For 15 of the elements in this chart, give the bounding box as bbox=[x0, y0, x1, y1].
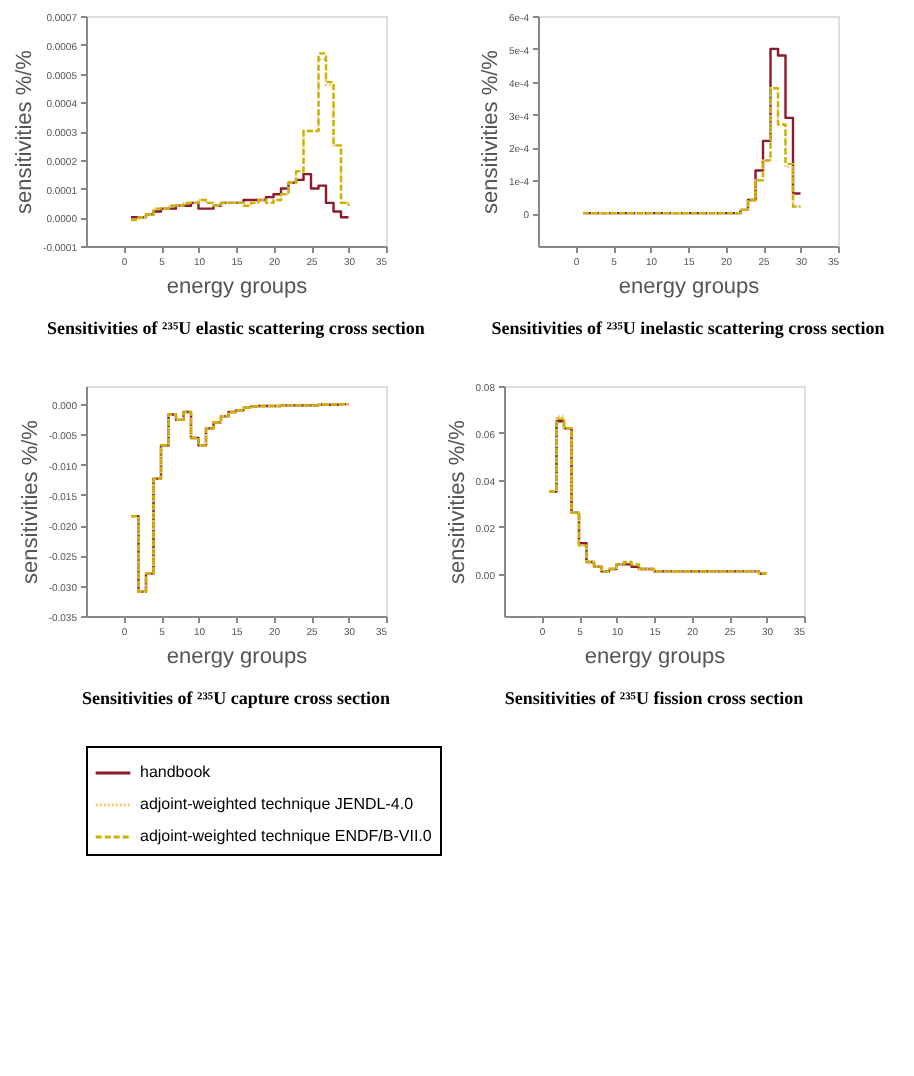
text: Sensitivities of ²³⁵U fission cross section bbox=[504, 688, 804, 708]
x-axis-title: energy groups bbox=[618, 275, 761, 299]
y-axis-title: sensitivities %/% bbox=[13, 49, 38, 214]
y-axis-title: sensitivities %/% bbox=[445, 419, 470, 584]
x-axis-title: energy groups bbox=[584, 645, 727, 669]
x-axis-title: energy groups bbox=[166, 275, 309, 299]
legend-label: adjoint-weighted technique JENDL-4.0 bbox=[140, 795, 415, 813]
text: Sensitivities of ²³⁵U capture cross section bbox=[82, 688, 390, 708]
legend-label: adjoint-weighted technique ENDF/B-VII.0 bbox=[140, 827, 433, 845]
y-axis-title: sensitivities %/% bbox=[478, 49, 503, 214]
text: Sensitivities of ²³⁵U inelastic scattering cross section bbox=[491, 318, 885, 338]
legend-label: handbook bbox=[140, 763, 213, 781]
y-axis-title: sensitivities %/% bbox=[18, 419, 43, 584]
text: Sensitivities of ²³⁵U elastic scattering cross section bbox=[47, 318, 425, 338]
x-axis-title: energy groups bbox=[166, 645, 309, 669]
